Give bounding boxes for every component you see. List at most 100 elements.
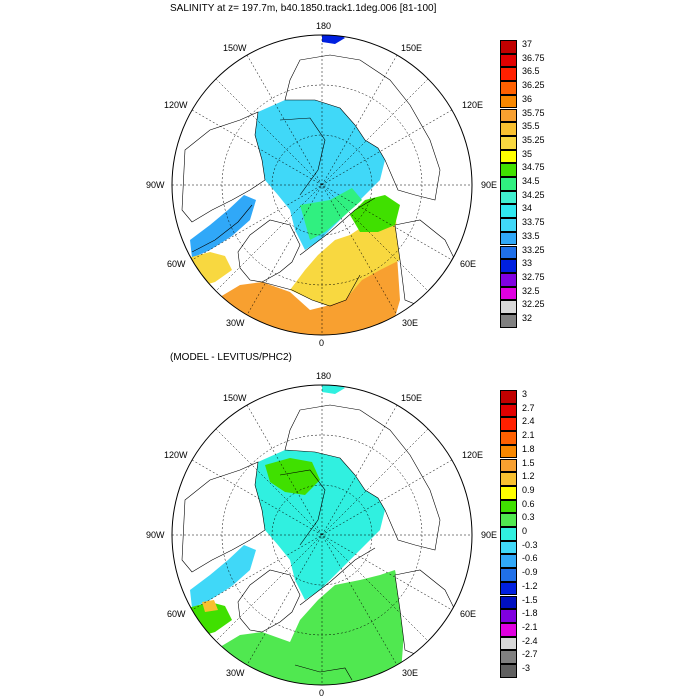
difference-spot-orange [202, 600, 218, 612]
colorbar-swatch [500, 40, 517, 54]
land-siberia [284, 404, 441, 551]
colorbar-label: 33 [522, 258, 533, 269]
colorbar-swatch [500, 417, 517, 432]
lon-label: 150W [223, 393, 247, 403]
contour-line [294, 664, 353, 681]
colorbar-swatch [500, 135, 517, 150]
colorbar-label: 0.6 [522, 498, 535, 509]
lon-label: 150W [223, 43, 247, 53]
colorbar-swatch [500, 53, 517, 68]
colorbar-swatch [500, 403, 517, 418]
colorbar-label: 2.1 [522, 430, 535, 441]
contour-line [299, 547, 376, 606]
colorbar-label: 3 [522, 389, 528, 399]
colorbar-swatch [500, 540, 517, 555]
colorbar-swatch [500, 245, 517, 260]
lon-label: 0 [319, 688, 325, 698]
colorbar-swatch [500, 664, 517, 678]
colorbar-label: 34 [522, 203, 533, 214]
colorbar-label: 33.25 [522, 244, 545, 255]
lon-label: 90W [146, 530, 165, 540]
colorbar-label: 32 [522, 313, 533, 323]
colorbar-swatch [500, 444, 517, 459]
colorbar-label: 32.5 [522, 285, 540, 296]
colorbar-swatch [500, 431, 517, 445]
lon-label: 120W [164, 450, 188, 460]
contour-line [279, 117, 326, 196]
colorbar-label: 37 [522, 39, 533, 49]
colorbar-swatch [500, 177, 517, 191]
bottom-map-boundary [171, 384, 473, 686]
colorbar-swatch [500, 81, 517, 95]
colorbar-label: 1.8 [522, 443, 535, 454]
colorbar-label: -0.6 [522, 553, 538, 564]
colorbar-label: -2.1 [522, 621, 538, 632]
difference-region-labrador [190, 545, 256, 608]
colorbar-swatch [500, 527, 517, 541]
colorbar-swatch [500, 458, 517, 473]
colorbar-label: 1.2 [522, 471, 535, 482]
bottom-panel-title: (MODEL - LEVITUS/PHC2) [170, 352, 292, 363]
colorbar-label: 33.5 [522, 230, 540, 241]
colorbar-label: -1.5 [522, 594, 538, 605]
lon-label: 150E [401, 393, 423, 403]
colorbar-swatch [500, 485, 517, 500]
colorbar-label: -1.8 [522, 608, 538, 619]
colorbar-swatch [500, 122, 517, 136]
colorbar-swatch [500, 190, 517, 205]
lon-label: 30W [226, 318, 245, 328]
salinity-region-atlantic-mid [290, 210, 400, 306]
difference-region-beaufort [265, 458, 320, 495]
colorbar-label: 0.3 [522, 512, 535, 523]
colorbar-swatch [500, 499, 517, 514]
salinity-region-arctic-basin [255, 100, 385, 250]
colorbar-swatch [500, 272, 517, 287]
colorbar-label: 36 [522, 93, 533, 104]
lon-label: 120E [462, 100, 484, 110]
colorbar-label: -0.3 [522, 539, 538, 550]
difference-spot-north [322, 385, 345, 394]
colorbar-label: 34.5 [522, 176, 540, 186]
colorbar-swatch [500, 581, 517, 596]
colorbar-label: -3 [522, 663, 531, 673]
colorbar-swatch [500, 163, 517, 177]
lon-label: 60E [460, 609, 477, 619]
lon-label: 90E [481, 530, 498, 540]
colorbar-label: 2.4 [522, 416, 535, 427]
colorbar-label: 35.25 [522, 134, 545, 145]
lon-label: 90E [481, 180, 498, 190]
colorbar-swatch [500, 286, 517, 301]
colorbar-label: -2.4 [522, 635, 538, 646]
bottom-difference-field [172, 385, 472, 685]
colorbar-swatch [500, 513, 517, 527]
colorbar-swatch [500, 609, 517, 623]
colorbar-label: 1.5 [522, 457, 535, 468]
land-greenland [237, 219, 301, 283]
lon-label: 30W [226, 668, 245, 678]
lon-label: 60E [460, 259, 477, 269]
colorbar-swatch [500, 622, 517, 637]
colorbar-swatch [500, 390, 517, 404]
colorbar-swatch [500, 636, 517, 651]
contour-line [279, 469, 326, 546]
land-canada [181, 111, 266, 223]
salinity-region-shelf [300, 188, 362, 240]
colorbar-swatch [500, 218, 517, 232]
colorbar-swatch [500, 314, 517, 328]
salinity-region-atlantic-high [215, 225, 400, 335]
top-map-boundary [171, 34, 473, 336]
lon-label: 150E [401, 43, 423, 53]
colorbar-label: 32.25 [522, 299, 545, 310]
difference-region-atlantic [215, 570, 405, 685]
colorbar-label: 34.75 [522, 162, 545, 173]
top-panel-title: SALINITY at z= 197.7m, b40.1850.track1.1… [170, 3, 437, 14]
colorbar-swatch [500, 94, 517, 109]
colorbar-label: -2.7 [522, 649, 538, 660]
colorbar-label: 34.25 [522, 189, 545, 200]
lon-label: 30E [402, 668, 419, 678]
salinity-region-labrador [190, 195, 256, 258]
colorbar-label: -0.9 [522, 567, 538, 578]
lon-label: 60W [167, 609, 186, 619]
colorbar-swatch [500, 472, 517, 486]
